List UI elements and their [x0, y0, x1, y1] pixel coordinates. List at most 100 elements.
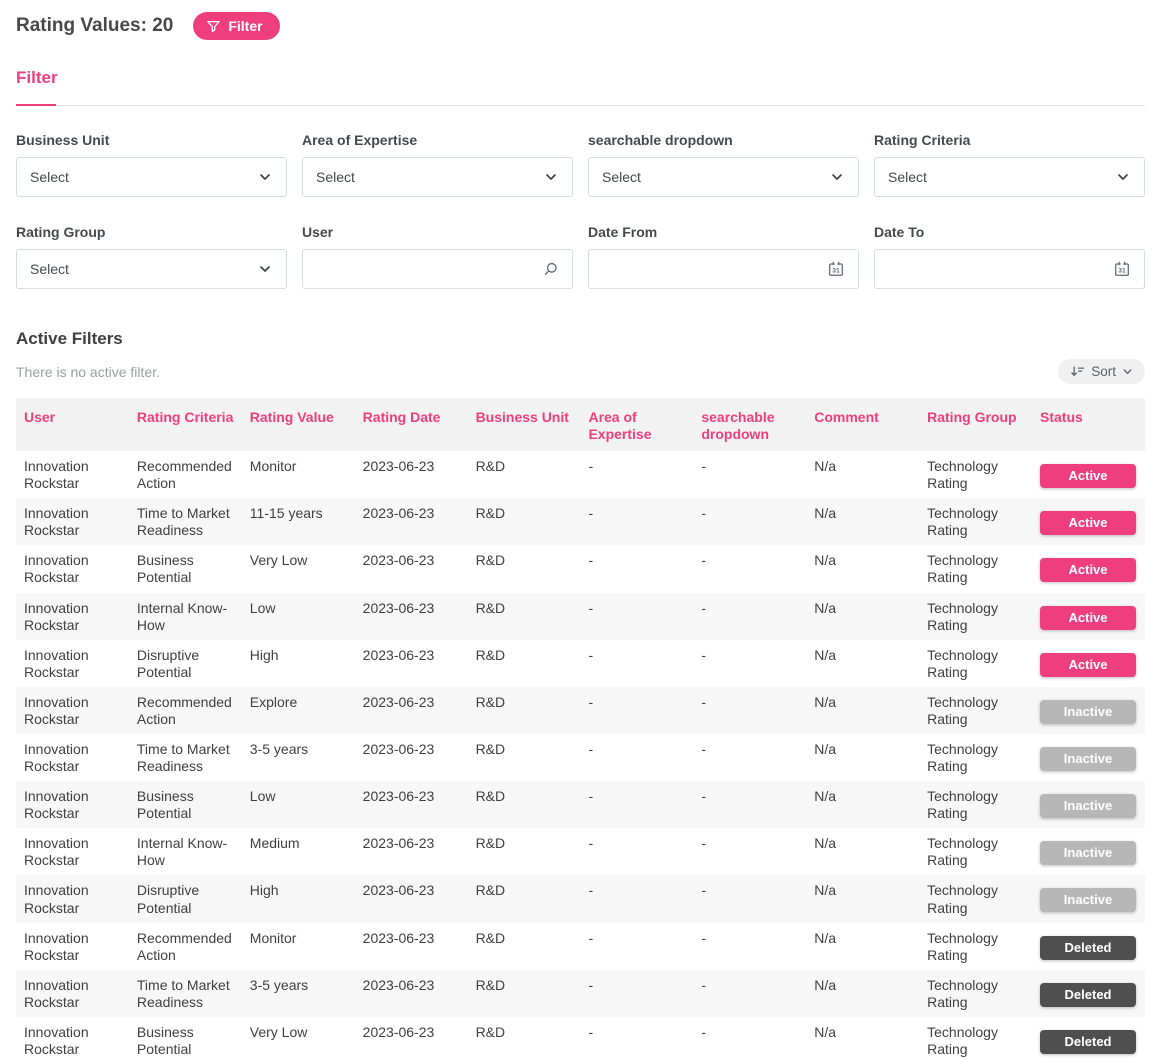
status-badge[interactable]: Deleted: [1040, 1029, 1137, 1054]
cell-comment: N/a: [814, 505, 837, 522]
rating-criteria-select[interactable]: Select: [874, 157, 1145, 197]
cell-criteria: Internal Know-How: [136, 835, 228, 869]
select-value: Select: [30, 261, 69, 277]
date-to-input[interactable]: [888, 261, 1113, 277]
cell-value: Very Low: [249, 1023, 308, 1040]
status-badge[interactable]: Inactive: [1040, 699, 1137, 724]
select-value: Select: [316, 169, 355, 185]
user-search-input[interactable]: [316, 261, 542, 277]
status-badge[interactable]: Inactive: [1040, 746, 1137, 771]
cell-searchable: -: [701, 882, 707, 899]
status-badge[interactable]: Deleted: [1040, 935, 1137, 960]
cell-status: Inactive: [1032, 734, 1145, 781]
column-header-area-of-expertise[interactable]: Area of Expertise: [580, 398, 694, 452]
cell-area: -: [588, 788, 594, 805]
status-badge[interactable]: Inactive: [1040, 888, 1137, 913]
active-filters-empty-message: There is no active filter.: [16, 363, 160, 380]
column-header-rating-date[interactable]: Rating Date: [354, 398, 468, 452]
cell-searchable: -: [701, 458, 707, 475]
cell-business-unit: R&D: [475, 552, 506, 569]
table-row: Innovation Rockstar Business Potential Ver…: [16, 1017, 1145, 1064]
cell-criteria: Internal Know-How: [136, 599, 228, 633]
table-row: Innovation Rockstar Disruptive Potential H…: [16, 875, 1145, 923]
cell-group: Technology Rating: [927, 599, 998, 633]
status-badge[interactable]: Inactive: [1040, 794, 1137, 819]
status-badge[interactable]: Active: [1040, 652, 1137, 677]
table-row: Innovation Rockstar Recommended Action Mon…: [16, 923, 1145, 970]
searchable-dropdown-select[interactable]: Select: [588, 157, 859, 197]
column-header-rating-group[interactable]: Rating Group: [919, 398, 1033, 452]
cell-date: 2023-06-23: [362, 976, 435, 993]
cell-area: -: [588, 458, 594, 475]
field-searchable-dropdown: searchable dropdown Select: [588, 132, 859, 197]
cell-status: Inactive: [1032, 875, 1145, 922]
filter-form: Business Unit Select Area of Expertise S…: [16, 132, 1145, 289]
sort-button[interactable]: Sort: [1058, 359, 1145, 384]
top-bar: Rating Values: 20 Filter: [16, 0, 1145, 40]
filter-toggle-button[interactable]: Filter: [193, 12, 280, 40]
cell-date: 2023-06-23: [362, 599, 435, 616]
status-badge[interactable]: Deleted: [1040, 982, 1137, 1007]
area-of-expertise-select[interactable]: Select: [302, 157, 573, 197]
status-badge[interactable]: Active: [1040, 511, 1137, 536]
column-header-business-unit[interactable]: Business Unit: [467, 398, 581, 452]
column-header-comment[interactable]: Comment: [806, 398, 920, 452]
cell-comment: N/a: [814, 740, 837, 757]
date-from-input[interactable]: [602, 261, 827, 277]
calendar-icon[interactable]: 31: [1113, 260, 1131, 278]
column-header-searchable-dropdown[interactable]: searchable dropdown: [693, 398, 807, 452]
cell-date: 2023-06-23: [362, 1023, 435, 1040]
field-label: User: [302, 224, 334, 240]
cell-comment: N/a: [814, 552, 837, 569]
field-label: Rating Criteria: [874, 132, 971, 148]
business-unit-select[interactable]: Select: [16, 157, 287, 197]
field-label: Rating Group: [16, 224, 106, 240]
column-header-rating-criteria[interactable]: Rating Criteria: [128, 398, 242, 452]
cell-area: -: [588, 882, 594, 899]
column-header-user[interactable]: User: [16, 398, 129, 452]
cell-value: High: [249, 882, 279, 899]
rating-group-select[interactable]: Select: [16, 249, 287, 289]
cell-searchable: -: [701, 505, 707, 522]
field-date-to: Date To 31: [874, 224, 1145, 289]
select-value: Select: [602, 169, 641, 185]
cell-group: Technology Rating: [927, 1023, 998, 1057]
status-badge[interactable]: Active: [1040, 464, 1137, 489]
column-header-rating-value[interactable]: Rating Value: [241, 398, 355, 452]
cell-status: Inactive: [1032, 781, 1145, 828]
cell-group: Technology Rating: [927, 552, 998, 586]
cell-status: Inactive: [1032, 687, 1145, 734]
field-label: Area of Expertise: [302, 132, 418, 148]
active-filters-row: There is no active filter. Sort: [16, 359, 1145, 384]
cell-area: -: [588, 835, 594, 852]
filter-panel-title: Filter: [16, 68, 58, 87]
cell-business-unit: R&D: [475, 929, 506, 946]
cell-comment: N/a: [814, 788, 837, 805]
cell-criteria: Time to Market Readiness: [136, 976, 230, 1010]
filter-toggle-label: Filter: [228, 18, 263, 34]
calendar-icon[interactable]: 31: [827, 260, 845, 278]
cell-searchable: -: [701, 976, 707, 993]
cell-group: Technology Rating: [927, 882, 998, 916]
column-header-status[interactable]: Status: [1032, 398, 1145, 452]
status-badge[interactable]: Active: [1040, 605, 1137, 630]
cell-business-unit: R&D: [475, 788, 506, 805]
cell-date: 2023-06-23: [362, 835, 435, 852]
cell-business-unit: R&D: [475, 1023, 506, 1040]
table-row: Innovation Rockstar Business Potential Ver…: [16, 545, 1145, 592]
cell-user: Innovation Rockstar: [24, 646, 89, 680]
select-value: Select: [30, 169, 69, 185]
status-badge[interactable]: Active: [1040, 558, 1137, 583]
table-body: Innovation Rockstar Recommended Action Mon…: [16, 451, 1145, 1064]
cell-status: Inactive: [1032, 828, 1145, 875]
user-search-box: [302, 249, 573, 289]
cell-user: Innovation Rockstar: [24, 976, 89, 1010]
filter-funnel-icon: [206, 19, 221, 34]
cell-value: Low: [249, 788, 276, 805]
cell-status: Deleted: [1032, 923, 1145, 970]
cell-date: 2023-06-23: [362, 740, 435, 757]
status-badge[interactable]: Inactive: [1040, 841, 1137, 866]
sort-button-label: Sort: [1091, 364, 1116, 379]
cell-group: Technology Rating: [927, 458, 998, 492]
cell-status: Active: [1032, 640, 1145, 687]
